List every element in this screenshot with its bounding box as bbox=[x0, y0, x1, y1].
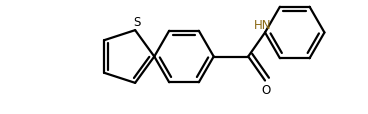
Text: HN: HN bbox=[254, 19, 271, 32]
Text: O: O bbox=[261, 83, 270, 96]
Text: S: S bbox=[133, 16, 141, 29]
